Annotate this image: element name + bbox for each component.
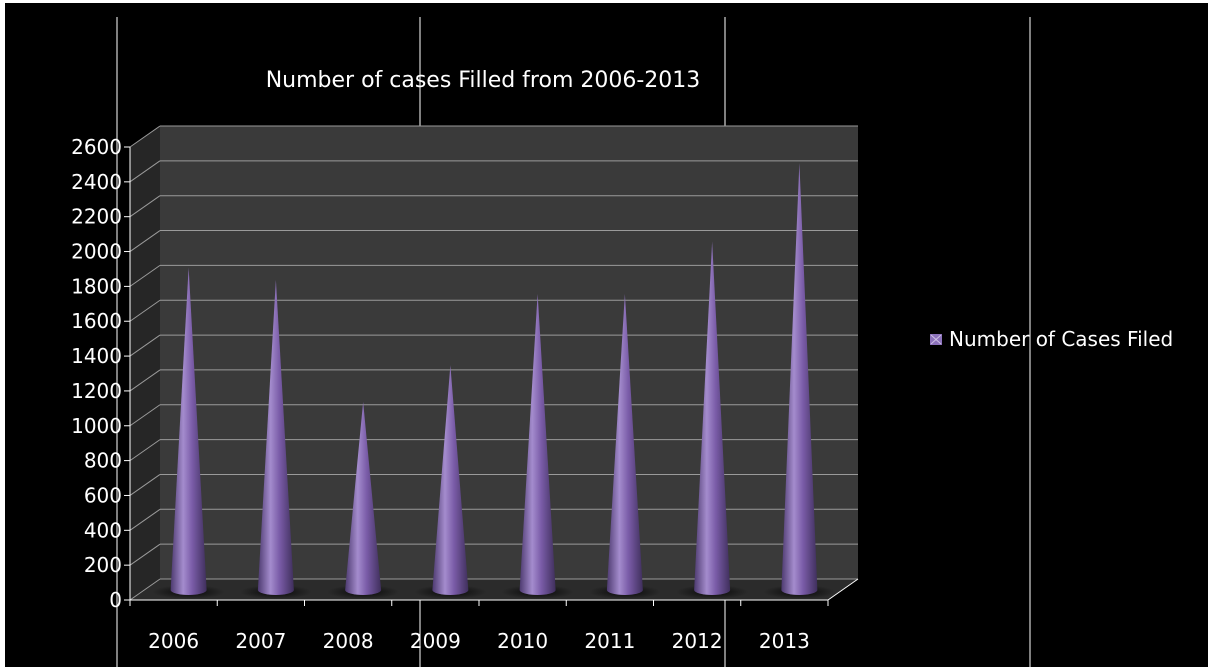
legend: Number of Cases Filed (930, 327, 1173, 351)
x-tick-label: 2013 (759, 629, 810, 653)
y-axis: 0 200 400 600 800 1000 1200 1400 1600 1800 2000 220… (71, 135, 131, 612)
cone (170, 267, 207, 595)
gridline-side (129, 334, 161, 357)
cone (257, 279, 294, 595)
gridline-side (129, 543, 161, 566)
gridline-side (129, 125, 161, 148)
gridline-side (129, 439, 161, 462)
gridline-side (129, 474, 161, 496)
y-tick-label: 1600 (71, 309, 122, 333)
y-tick-label: 2600 (71, 135, 122, 159)
gridline-side (129, 578, 161, 601)
x-tick-label: 2011 (584, 629, 635, 653)
cone (694, 241, 731, 596)
gridline-side (129, 195, 161, 218)
y-tick-label: 1800 (71, 274, 122, 298)
y-tick-label: 2000 (71, 240, 122, 264)
y-tick-label: 1200 (71, 379, 122, 403)
y-tick-label: 400 (84, 518, 122, 542)
cone-chart: Number of cases Filled from 2006-2013 02… (71, 17, 1173, 667)
plot-side-wall (130, 126, 160, 600)
cone-bar (763, 163, 836, 599)
cone-bar (152, 267, 225, 599)
x-tick-label: 2010 (497, 629, 548, 653)
y-tick-label: 2400 (71, 170, 122, 194)
x-tick-label: 2009 (410, 629, 461, 653)
y-tick-label: 1000 (71, 414, 122, 438)
plot-back-wall (160, 126, 858, 579)
gridline-side (129, 160, 161, 183)
y-tick-label: 600 (84, 483, 122, 507)
cone-series (152, 163, 836, 599)
gridline-side (129, 230, 161, 252)
y-tick-label: 0 (109, 588, 122, 612)
x-tick-label: 2008 (323, 629, 374, 653)
cone (432, 365, 469, 595)
cone-bar (414, 365, 487, 599)
cone (519, 293, 556, 595)
cone-bar (327, 401, 400, 599)
chart-title: Number of cases Filled from 2006-2013 (266, 68, 701, 93)
y-tick-label: 200 (84, 553, 122, 577)
cone-bar (239, 279, 312, 599)
gridline-side (129, 264, 161, 287)
y-tick-label: 2200 (71, 205, 122, 229)
cone-bar (676, 241, 749, 599)
y-tick-label: 800 (84, 449, 122, 473)
cone (781, 163, 818, 595)
x-tick-label: 2012 (672, 629, 723, 653)
gridline-side (129, 508, 161, 531)
plot-floor (130, 579, 858, 600)
x-axis: 2006 2007 2008 2009 2010 2011 2012 2013 (129, 578, 859, 653)
x-tick-label: 2006 (148, 629, 199, 653)
gridline-side (129, 369, 161, 392)
cone-bar (501, 293, 574, 599)
gridline-side (129, 299, 161, 322)
cone (345, 401, 382, 595)
y-tick-label: 1400 (71, 344, 122, 368)
legend-label: Number of Cases Filed (949, 327, 1173, 351)
cone-bar (588, 293, 661, 599)
cone (606, 293, 643, 595)
x-tick-label: 2007 (235, 629, 286, 653)
x-axis-edge (827, 578, 859, 601)
gridline-side (129, 404, 161, 427)
